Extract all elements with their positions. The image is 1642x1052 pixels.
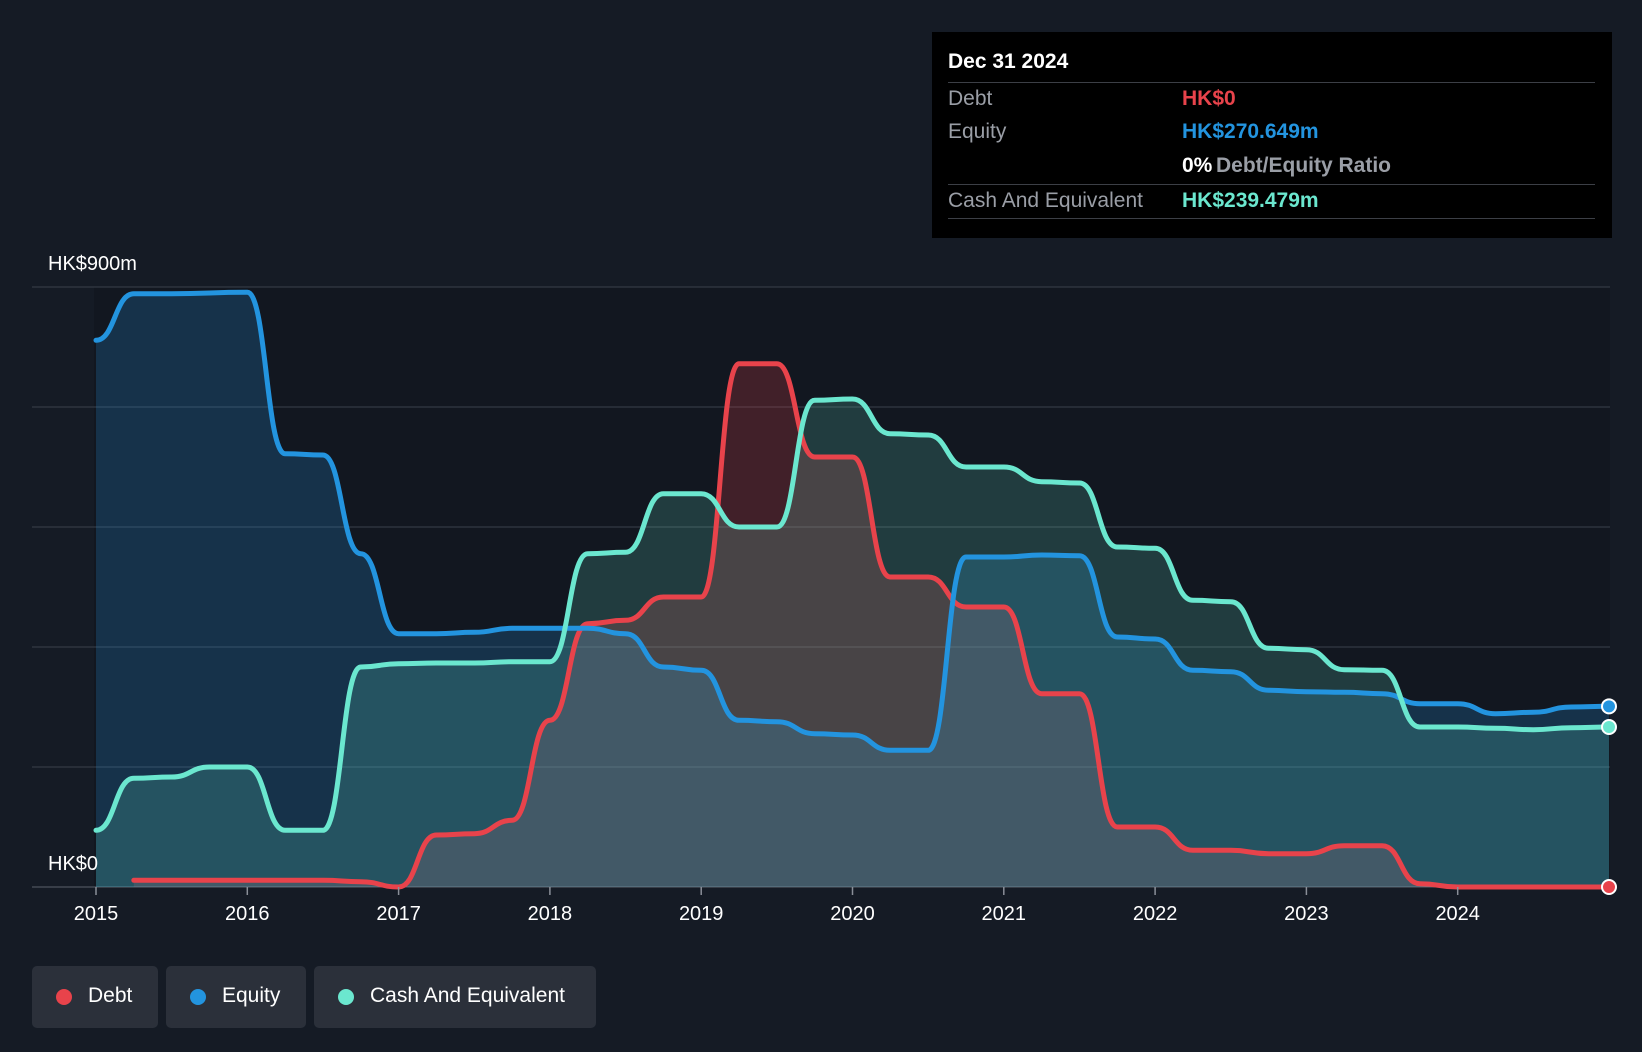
y-tick-bottom-label: HK$0 — [48, 853, 98, 875]
series-areas — [96, 292, 1609, 887]
debt-end-marker[interactable] — [1601, 879, 1617, 895]
legend-item-cash[interactable]: Cash And Equivalent — [314, 966, 596, 1028]
tooltip-equity-label: Equity — [948, 120, 1007, 143]
tooltip-cash-value: HK$239.479m — [1182, 189, 1319, 212]
x-axis: 2015 2016 2017 2018 2019 2020 2021 2022 2023 2024 — [74, 887, 1480, 925]
legend-item-equity[interactable]: Equity — [166, 966, 306, 1028]
cash-and-equivalent-end-marker[interactable] — [1601, 719, 1617, 735]
tooltip-date: Dec 31 2024 — [948, 50, 1069, 73]
x-tick-label-2018: 2018 — [528, 903, 573, 925]
equity-dot-icon — [190, 989, 206, 1005]
tooltip-equity-value: HK$270.649m — [1182, 120, 1319, 143]
tooltip-row-equity: Equity HK$270.649m — [948, 116, 1595, 150]
legend-item-debt[interactable]: Debt — [32, 966, 158, 1028]
cash-dot-icon — [338, 989, 354, 1005]
tooltip-row-cash: Cash And Equivalent HK$239.479m — [948, 184, 1595, 219]
legend-debt-label: Debt — [88, 984, 133, 1007]
tooltip-bottom-divider — [948, 218, 1595, 219]
tooltip-ratio-value: 0% — [1182, 154, 1213, 177]
equity-area — [96, 292, 1609, 887]
legend-equity-label: Equity — [222, 984, 281, 1007]
tooltip-ratio-label: Debt/Equity Ratio — [1216, 154, 1392, 177]
debt-dot-icon — [56, 989, 72, 1005]
equity-end-marker[interactable] — [1601, 698, 1617, 715]
tooltip-debt-value: HK$0 — [1182, 87, 1236, 110]
x-tick-label-2015: 2015 — [74, 903, 119, 925]
debt-area — [133, 363, 1609, 887]
tooltip-row-ratio: 0% Debt/Equity Ratio — [948, 150, 1595, 184]
x-tick-label-2020: 2020 — [830, 903, 875, 925]
x-tick-label-2017: 2017 — [376, 903, 421, 925]
x-tick-label-2021: 2021 — [982, 903, 1027, 925]
cash-and-equivalent-line — [93, 396, 1612, 833]
x-tick-label-2016: 2016 — [225, 903, 270, 925]
x-tick-label-2024: 2024 — [1435, 903, 1480, 925]
series-lines — [93, 289, 1612, 890]
y-tick-top-label: HK$900m — [48, 253, 137, 275]
debt-line — [131, 361, 1612, 890]
x-tick-label-2022: 2022 — [1133, 903, 1178, 925]
gridlines — [32, 286, 1610, 888]
legend-cash-label: Cash And Equivalent — [370, 984, 565, 1007]
tooltip: Dec 31 2024 Debt HK$0 Equity HK$270.649m… — [932, 32, 1612, 238]
x-tick-label-2019: 2019 — [679, 903, 724, 925]
cash-and-equivalent-area — [96, 399, 1609, 887]
plot-area — [94, 287, 1610, 887]
end-markers — [1601, 698, 1617, 895]
x-tick-label-2023: 2023 — [1284, 903, 1329, 925]
tooltip-row-debt: Debt HK$0 — [948, 82, 1595, 117]
equity-line — [93, 289, 1612, 753]
tooltip-cash-label: Cash And Equivalent — [948, 189, 1143, 212]
tooltip-debt-label: Debt — [948, 87, 993, 110]
